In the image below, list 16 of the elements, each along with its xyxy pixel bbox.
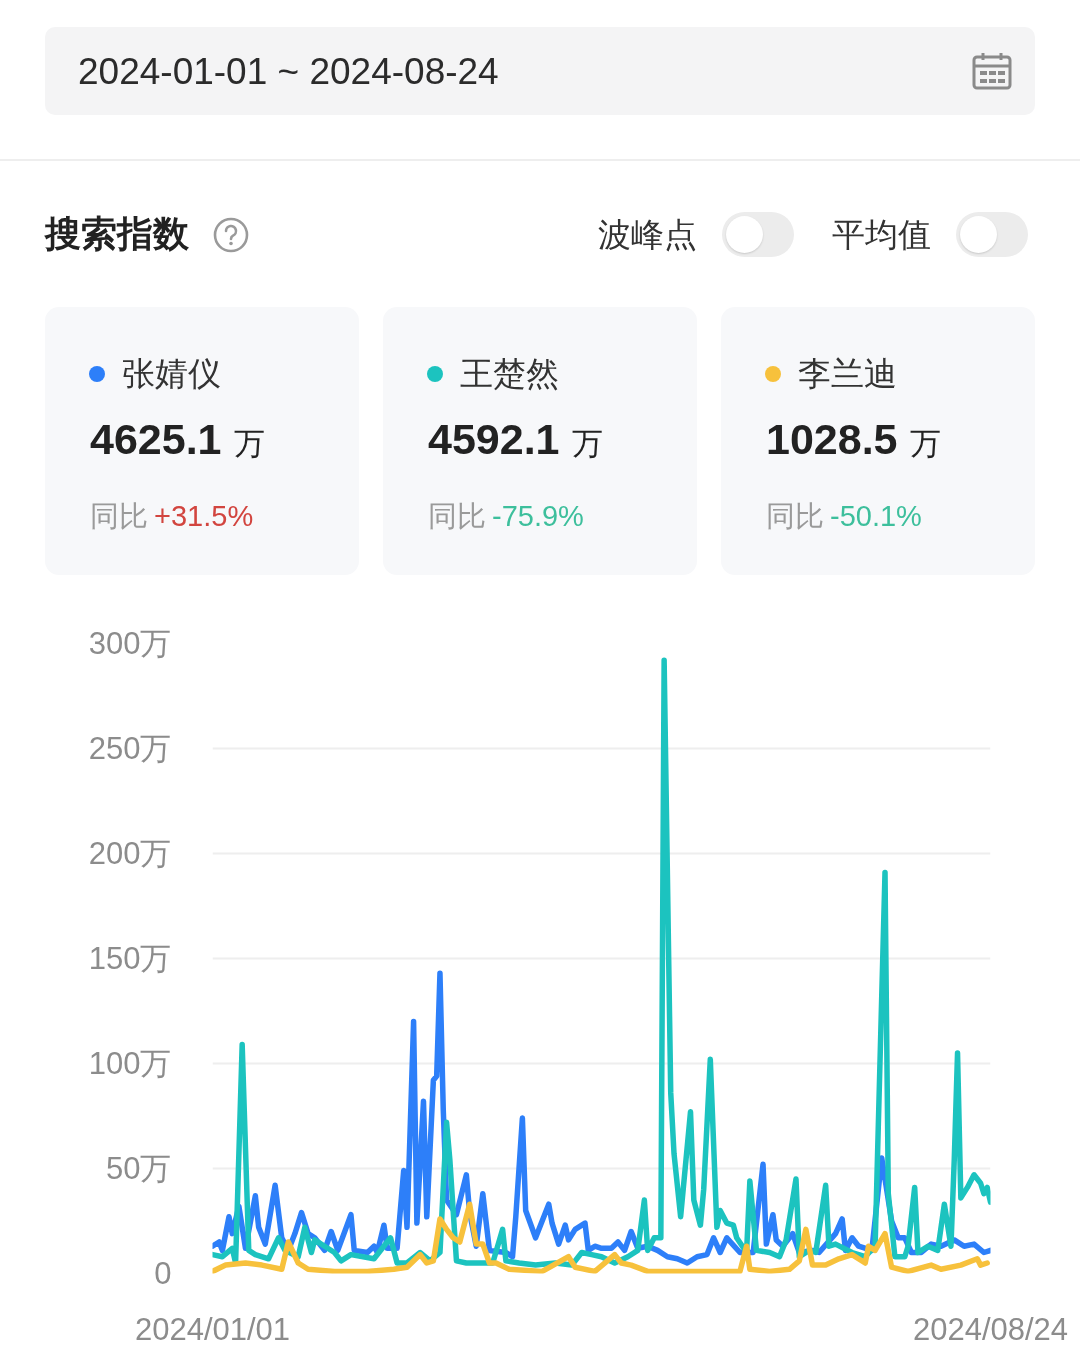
y-tick-label: 0 — [154, 1256, 172, 1291]
y-tick-label: 50万 — [106, 1151, 172, 1186]
legend-label: 张婧仪 — [122, 354, 221, 394]
y-tick-label: 100万 — [88, 1046, 172, 1081]
y-tick-label: 250万 — [88, 731, 172, 766]
chart-title: 搜索指数 — [45, 212, 189, 256]
legend-label: 王楚然 — [460, 354, 559, 394]
text: 平均值 — [832, 215, 931, 255]
x-tick-label: 2024/08/24 — [912, 1311, 1069, 1347]
text: 波峰点 — [598, 215, 697, 255]
x-tick-label: 2024/01/01 — [134, 1311, 291, 1347]
chart-subtitle: 2024-01-01 ~ 2024-08-24 — [78, 50, 499, 94]
y-tick-label: 300万 — [88, 626, 172, 661]
y-tick-label: 150万 — [88, 941, 172, 976]
legend-label: 李兰迪 — [798, 354, 897, 394]
y-tick-label: 200万 — [88, 836, 172, 871]
